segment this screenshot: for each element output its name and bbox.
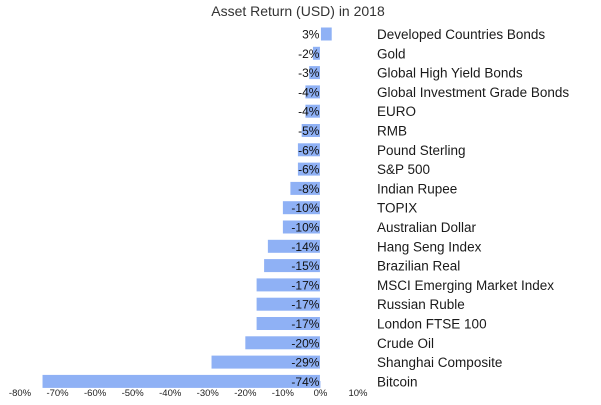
data-label-17: -29% — [291, 356, 319, 370]
category-label-3: Global Investment Grade Bonds — [377, 85, 569, 100]
bar-14 — [256, 297, 321, 311]
data-label-5: -5% — [298, 124, 320, 138]
bar-11 — [267, 239, 321, 253]
bars-group — [42, 27, 332, 388]
category-label-17: Shanghai Composite — [377, 355, 502, 370]
category-label-0: Developed Countries Bonds — [377, 27, 545, 42]
data-label-7: -6% — [298, 163, 320, 177]
category-label-12: Brazilian Real — [377, 259, 460, 274]
data-label-1: -2% — [298, 47, 320, 61]
category-label-10: Australian Dollar — [377, 220, 477, 235]
bar-1 — [312, 46, 321, 60]
data-label-12: -15% — [291, 259, 319, 273]
x-axis: -80% -70% -60% -50% -40% -30% -20% -10% 0% 10% — [9, 24, 368, 399]
data-label-10: -10% — [291, 221, 319, 235]
bar-2 — [309, 66, 321, 80]
data-label-18: -74% — [291, 375, 319, 389]
bar-9 — [282, 201, 321, 215]
bar-16 — [245, 336, 321, 350]
data-labels-group: 3% -2% -3% -4% -4% -5% -6% -6% -8% -10% -10% -14% -1… — [291, 28, 319, 389]
category-label-13: MSCI Emerging Market Index — [377, 278, 554, 293]
category-label-7: S&P 500 — [377, 162, 430, 177]
data-label-4: -4% — [298, 105, 320, 119]
category-label-6: Pound Sterling — [377, 143, 466, 158]
category-label-2: Global High Yield Bonds — [377, 66, 523, 81]
bar-10 — [282, 220, 321, 234]
category-label-16: Crude Oil — [377, 336, 434, 351]
bar-8 — [290, 181, 321, 195]
bar-15 — [256, 317, 321, 330]
bar-5 — [301, 124, 321, 137]
data-label-6: -6% — [298, 143, 320, 157]
x-tick-label-2: -60% — [84, 388, 107, 399]
x-tick-label-4: -40% — [159, 388, 182, 399]
category-label-18: Bitcoin — [377, 374, 418, 389]
data-label-15: -17% — [291, 317, 319, 331]
x-tick-label-5: -30% — [197, 388, 220, 399]
chart-title: Asset Return (USD) in 2018 — [211, 3, 385, 19]
x-tick-label-6: -20% — [234, 388, 257, 399]
bar-7 — [297, 162, 321, 176]
bar-3 — [305, 85, 321, 99]
data-label-3: -4% — [298, 85, 320, 99]
bar-17 — [211, 355, 321, 369]
category-label-8: Indian Rupee — [377, 181, 457, 196]
data-label-2: -3% — [298, 66, 320, 80]
bar-0 — [320, 27, 332, 41]
data-label-9: -10% — [291, 201, 319, 215]
x-tick-label-0: -80% — [9, 388, 32, 399]
x-tick-label-3: -50% — [122, 388, 145, 399]
x-tick-label-1: -70% — [46, 388, 69, 399]
data-label-13: -17% — [291, 278, 319, 292]
data-label-14: -17% — [291, 298, 319, 312]
data-label-0: 3% — [302, 28, 320, 42]
x-tick-label-8: 0% — [314, 388, 328, 399]
category-label-14: Russian Ruble — [377, 297, 465, 312]
category-label-5: RMB — [377, 124, 407, 139]
category-label-11: Hang Seng Index — [377, 239, 482, 254]
bar-12 — [264, 259, 321, 273]
category-label-9: TOPIX — [377, 201, 417, 216]
x-tick-label-7: -10% — [272, 388, 295, 399]
bar-18 — [42, 374, 321, 388]
x-tick-label-9: 10% — [348, 388, 368, 399]
category-label-15: London FTSE 100 — [377, 317, 487, 332]
bar-6 — [297, 143, 321, 157]
data-label-8: -8% — [298, 182, 320, 196]
data-label-11: -14% — [291, 240, 319, 254]
category-label-1: Gold — [377, 46, 406, 61]
data-label-16: -20% — [291, 336, 319, 350]
bar-13 — [256, 278, 321, 292]
bar-4 — [305, 104, 321, 118]
category-label-4: EURO — [377, 104, 416, 119]
category-labels-group: Developed Countries Bonds Gold Global High… — [377, 27, 569, 389]
